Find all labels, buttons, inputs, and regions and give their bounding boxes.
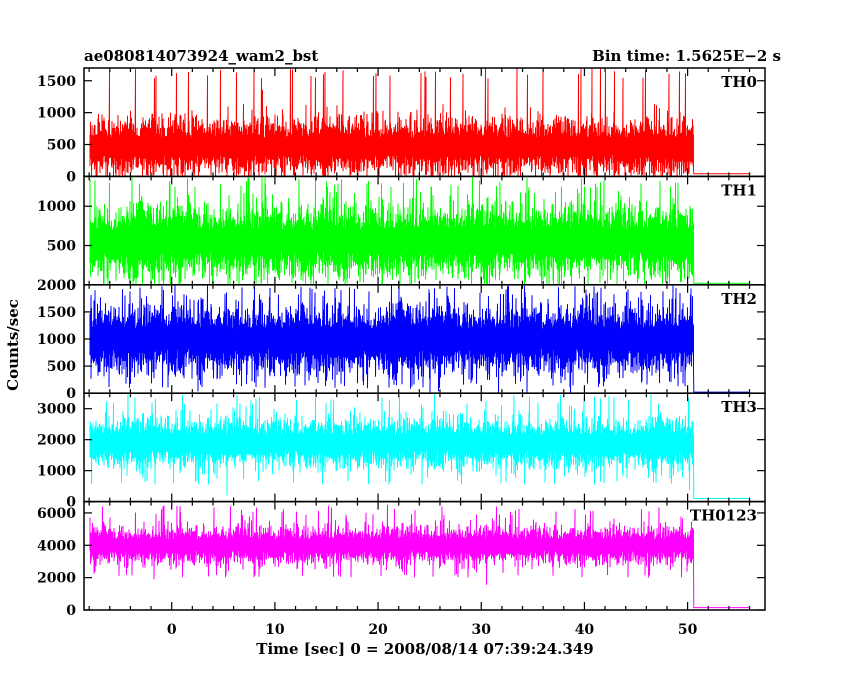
chart-title: ae080814073924_wam2_bst xyxy=(84,47,318,65)
x-tick-label: 40 xyxy=(575,622,595,638)
panel-label-th0123: TH0123 xyxy=(690,507,757,525)
y-tick-label: 1000 xyxy=(37,464,76,480)
y-tick-label: 500 xyxy=(47,239,76,255)
y-tick-label: 1500 xyxy=(37,74,76,90)
x-axis-label: Time [sec] 0 = 2008/08/14 07:39:24.349 xyxy=(256,640,593,658)
panel-th3: 0 1000 2000 3000 TH3 xyxy=(37,392,766,511)
y-tick-label: 2000 xyxy=(37,433,76,449)
series-line-th1 xyxy=(89,176,750,285)
y-tick-label: 1500 xyxy=(37,305,76,321)
y-tick-label: 6000 xyxy=(37,506,76,522)
y-tick-label: 500 xyxy=(47,359,76,375)
panel-frame xyxy=(83,500,766,611)
y-tick-label: 4000 xyxy=(37,538,76,554)
series-line-th2 xyxy=(89,284,750,394)
y-tick-label: 1000 xyxy=(37,199,76,215)
y-tick-label: 1000 xyxy=(37,332,76,348)
series-line-th3 xyxy=(89,393,750,499)
y-tick-label: 0 xyxy=(66,169,76,185)
x-tick-label: 20 xyxy=(368,622,388,638)
y-tick-label: 1000 xyxy=(37,106,76,122)
y-tick-label: 3000 xyxy=(37,402,76,418)
y-tick-label: 500 xyxy=(47,138,76,154)
panel-label-th3: TH3 xyxy=(721,398,757,416)
x-tick-label: 0 xyxy=(167,622,177,638)
y-tick-label: 0 xyxy=(66,386,76,402)
x-tick-label: 30 xyxy=(472,622,492,638)
series-line-th0123 xyxy=(89,504,750,609)
bin-time-label: Bin time: 1.5625E−2 s xyxy=(592,47,781,65)
y-tick-label: 0 xyxy=(66,603,76,619)
panel-stack: 0 500 1000 1500 TH0 0 500 1000 TH1 0 500 1000 1500 20… xyxy=(37,67,766,619)
y-tick-label: 2000 xyxy=(37,278,76,294)
panel-label-th0: TH0 xyxy=(721,73,757,91)
panel-th0123: 0 2000 4000 6000 TH0123 xyxy=(37,500,766,619)
panel-label-th1: TH1 xyxy=(721,181,757,199)
panel-th1: 0 500 1000 TH1 xyxy=(37,175,766,294)
y-axis-label: Counts/sec xyxy=(4,299,22,391)
series-line-th0 xyxy=(89,68,750,177)
panel-th2: 0 500 1000 1500 2000 TH2 xyxy=(37,278,766,402)
x-tick-label: 10 xyxy=(265,622,285,638)
panel-th0: 0 500 1000 1500 TH0 xyxy=(37,67,766,185)
panel-label-th2: TH2 xyxy=(721,290,757,308)
y-tick-label: 0 xyxy=(66,495,76,511)
y-tick-label: 0 xyxy=(66,278,76,294)
y-tick-label: 2000 xyxy=(37,571,76,587)
x-axis: 0 10 20 30 40 50 xyxy=(167,622,698,638)
x-tick-label: 50 xyxy=(678,622,698,638)
